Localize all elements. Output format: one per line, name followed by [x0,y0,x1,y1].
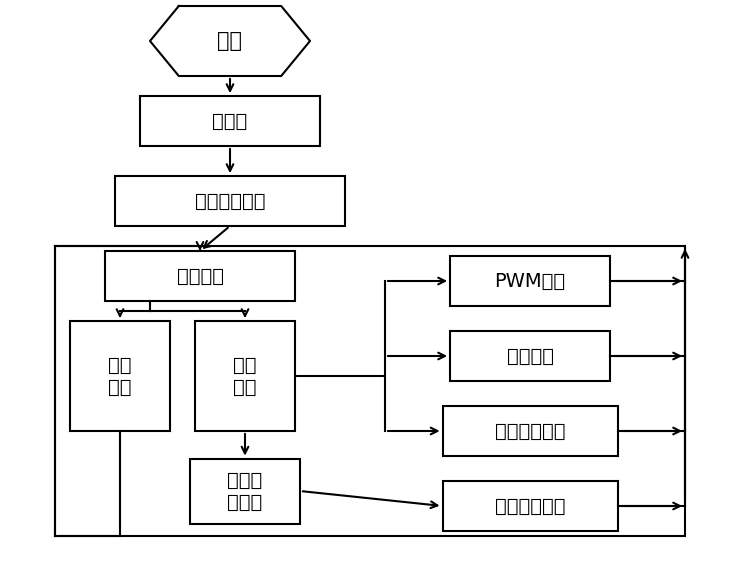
Bar [105,251,295,301]
Text: 软件红外系统: 软件红外系统 [495,421,565,440]
Bar [443,481,617,531]
Bar [70,321,170,431]
Text: 状态提示模块: 状态提示模块 [495,497,565,516]
Text: 定时
模块: 定时 模块 [233,356,257,396]
Text: 背景光照学习: 背景光照学习 [195,191,265,211]
Text: 串口
通信: 串口 通信 [108,356,132,396]
Bar [443,406,617,456]
Bar [450,331,610,381]
Bar [450,256,610,306]
Bar [55,246,685,536]
Bar [140,96,320,146]
Bar [195,321,295,431]
Text: 键盘模块: 键盘模块 [506,347,554,365]
Bar [115,176,345,226]
Text: 初始化: 初始化 [212,111,248,131]
Text: PWM模块: PWM模块 [494,271,565,291]
Bar [190,459,300,524]
Text: 开始: 开始 [218,31,243,51]
Text: 睡眠状态: 睡眠状态 [177,267,223,286]
Text: 实时故
障模块: 实时故 障模块 [227,471,263,512]
